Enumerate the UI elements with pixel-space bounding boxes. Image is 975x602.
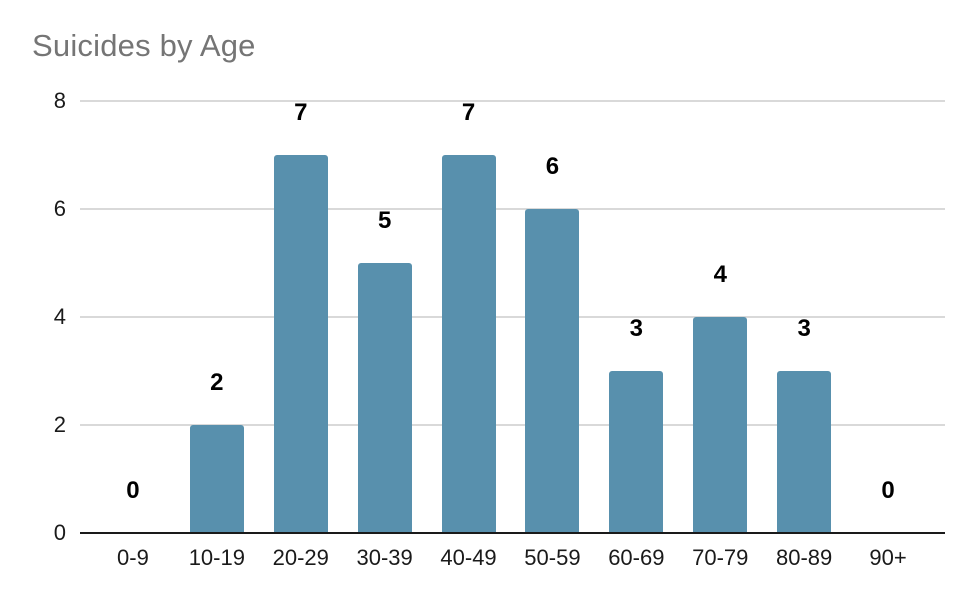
- bar-30-39: [357, 263, 412, 533]
- bar-70-79: [693, 317, 748, 533]
- bar-value-label: 0: [881, 477, 895, 504]
- x-tick-label: 80-89: [775, 545, 833, 570]
- y-tick-label: 8: [53, 88, 66, 113]
- y-tick-label: 6: [53, 196, 66, 221]
- y-tick-label: 2: [53, 412, 66, 437]
- bar-value-label: 3: [797, 315, 811, 342]
- bar-60-69: [609, 371, 664, 533]
- gridline: [80, 100, 945, 102]
- x-axis-line: [80, 532, 945, 534]
- chart-title: Suicides by Age: [32, 28, 256, 63]
- x-tick-label: 30-39: [356, 545, 413, 570]
- bar-value-label: 6: [545, 153, 560, 180]
- bar-value-label: 5: [377, 207, 392, 234]
- x-tick-label: 40-49: [440, 545, 497, 570]
- x-tick-label: 90+: [869, 545, 907, 570]
- gridline: [80, 316, 945, 318]
- bar-value-label: 2: [210, 369, 224, 396]
- gridline: [80, 424, 945, 426]
- bar-10-19: [189, 425, 244, 533]
- bar-40-49: [441, 155, 496, 533]
- x-tick-label: 0-9: [117, 545, 149, 570]
- bar-value-label: 7: [461, 99, 476, 126]
- bar-value-label: 0: [126, 477, 140, 504]
- bar-value-label: 7: [294, 99, 308, 126]
- bar-value-label: 3: [629, 315, 644, 342]
- bar-20-29: [273, 155, 328, 533]
- bar-50-59: [525, 209, 580, 533]
- y-tick-label: 4: [53, 304, 66, 329]
- x-tick-label: 60-69: [608, 545, 665, 570]
- y-tick-label: 0: [53, 520, 66, 545]
- x-tick-label: 70-79: [692, 545, 749, 570]
- x-tick-label: 50-59: [524, 545, 581, 570]
- x-tick-label: 20-29: [272, 545, 329, 570]
- x-tick-label: 10-19: [188, 545, 245, 570]
- bar-value-label: 4: [713, 261, 727, 288]
- bar-80-89: [777, 371, 832, 533]
- gridline: [80, 208, 945, 210]
